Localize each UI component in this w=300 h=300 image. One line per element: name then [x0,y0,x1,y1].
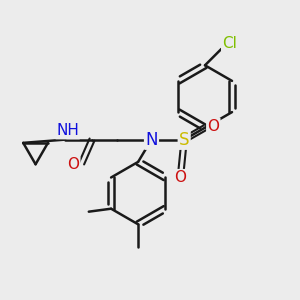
Text: O: O [207,119,219,134]
Text: N: N [145,130,158,148]
Text: O: O [67,158,79,172]
Text: NH: NH [56,123,79,138]
Text: O: O [174,170,186,185]
Text: S: S [179,130,189,148]
Text: Cl: Cl [222,36,237,51]
